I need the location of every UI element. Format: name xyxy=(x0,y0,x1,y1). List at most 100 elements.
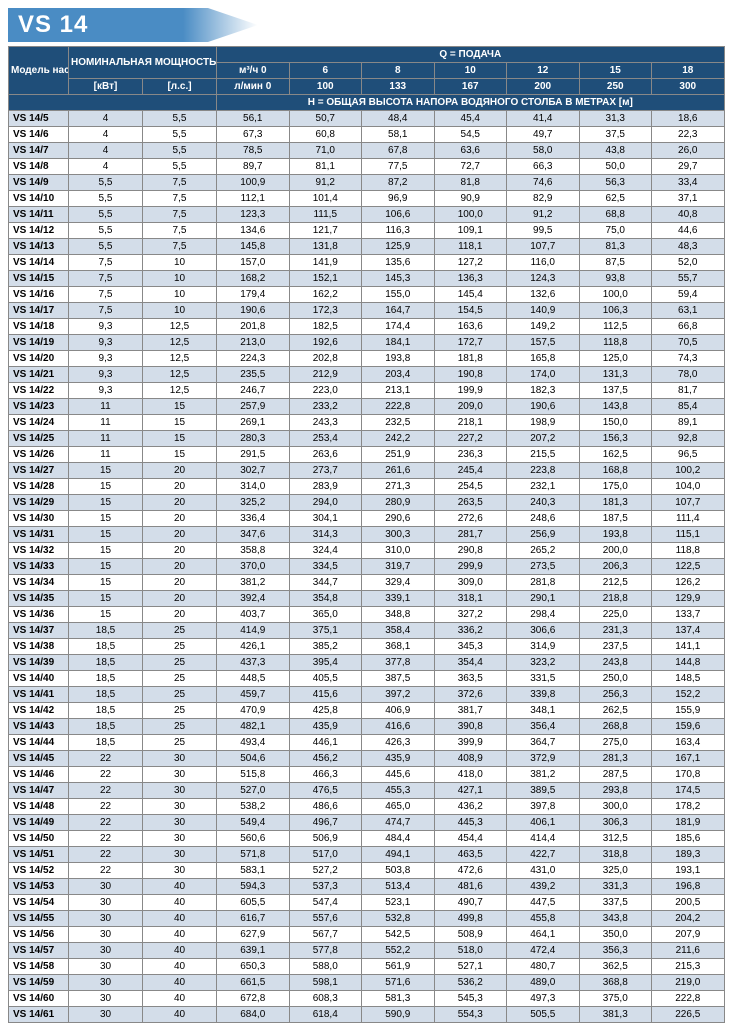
cell-value: 294,0 xyxy=(289,495,362,511)
cell-hp: 25 xyxy=(143,639,217,655)
cell-value: 561,9 xyxy=(362,959,435,975)
cell-kw: 18,5 xyxy=(69,623,143,639)
cell-value: 242,2 xyxy=(362,431,435,447)
cell-hp: 12,5 xyxy=(143,335,217,351)
cell-kw: 15 xyxy=(69,543,143,559)
hdr-flow-m3h: 18 xyxy=(652,63,725,79)
cell-model: VS 14/19 xyxy=(9,335,69,351)
cell-value: 583,1 xyxy=(217,863,290,879)
cell-value: 155,9 xyxy=(652,703,725,719)
cell-value: 49,7 xyxy=(507,127,580,143)
cell-model: VS 14/10 xyxy=(9,191,69,207)
cell-value: 135,6 xyxy=(362,255,435,271)
cell-value: 314,0 xyxy=(217,479,290,495)
cell-hp: 25 xyxy=(143,655,217,671)
table-row: VS 14/512230571,8517,0494,1463,5422,7318… xyxy=(9,847,725,863)
cell-value: 198,9 xyxy=(507,415,580,431)
cell-value: 532,8 xyxy=(362,911,435,927)
table-row: VS 14/545,556,150,748,445,441,431,318,6 xyxy=(9,111,725,127)
cell-hp: 40 xyxy=(143,895,217,911)
cell-value: 175,0 xyxy=(579,479,652,495)
hdr-hp: [л.с.] xyxy=(143,79,217,95)
cell-value: 96,9 xyxy=(362,191,435,207)
table-row: VS 14/177,510190,6172,3164,7154,5140,910… xyxy=(9,303,725,319)
cell-value: 293,8 xyxy=(579,783,652,799)
cell-value: 299,9 xyxy=(434,559,507,575)
table-row: VS 14/482230538,2486,6465,0436,2397,8300… xyxy=(9,799,725,815)
cell-value: 63,1 xyxy=(652,303,725,319)
cell-model: VS 14/28 xyxy=(9,479,69,495)
cell-value: 318,1 xyxy=(434,591,507,607)
cell-hp: 7,5 xyxy=(143,239,217,255)
cell-value: 162,2 xyxy=(289,287,362,303)
cell-value: 545,3 xyxy=(434,991,507,1007)
cell-value: 43,8 xyxy=(579,143,652,159)
cell-value: 187,5 xyxy=(579,511,652,527)
cell-kw: 30 xyxy=(69,911,143,927)
cell-value: 107,7 xyxy=(507,239,580,255)
table-row: VS 14/157,510168,2152,1145,3136,3124,393… xyxy=(9,271,725,287)
cell-value: 162,5 xyxy=(579,447,652,463)
cell-value: 66,8 xyxy=(652,319,725,335)
cell-model: VS 14/44 xyxy=(9,735,69,751)
cell-value: 104,0 xyxy=(652,479,725,495)
cell-hp: 30 xyxy=(143,751,217,767)
cell-hp: 40 xyxy=(143,911,217,927)
cell-value: 365,0 xyxy=(289,607,362,623)
cell-model: VS 14/43 xyxy=(9,719,69,735)
cell-value: 331,5 xyxy=(507,671,580,687)
cell-value: 435,9 xyxy=(289,719,362,735)
cell-value: 489,0 xyxy=(507,975,580,991)
cell-value: 91,2 xyxy=(507,207,580,223)
cell-kw: 5,5 xyxy=(69,239,143,255)
hdr-flow-m3h: 12 xyxy=(507,63,580,79)
cell-value: 455,8 xyxy=(507,911,580,927)
cell-value: 227,2 xyxy=(434,431,507,447)
cell-value: 203,4 xyxy=(362,367,435,383)
cell-value: 71,0 xyxy=(289,143,362,159)
table-row: VS 14/199,312,5213,0192,6184,1172,7157,5… xyxy=(9,335,725,351)
hdr-flow-lmin: 200 xyxy=(507,79,580,95)
cell-value: 290,6 xyxy=(362,511,435,527)
cell-value: 250,0 xyxy=(579,671,652,687)
cell-value: 45,4 xyxy=(434,111,507,127)
cell-model: VS 14/59 xyxy=(9,975,69,991)
cell-value: 164,7 xyxy=(362,303,435,319)
cell-value: 422,7 xyxy=(507,847,580,863)
cell-value: 459,7 xyxy=(217,687,290,703)
cell-value: 536,2 xyxy=(434,975,507,991)
cell-value: 287,5 xyxy=(579,767,652,783)
cell-value: 72,7 xyxy=(434,159,507,175)
cell-hp: 25 xyxy=(143,703,217,719)
cell-value: 661,5 xyxy=(217,975,290,991)
cell-model: VS 14/16 xyxy=(9,287,69,303)
cell-value: 240,3 xyxy=(507,495,580,511)
cell-value: 377,8 xyxy=(362,655,435,671)
cell-kw: 4 xyxy=(69,143,143,159)
cell-value: 470,9 xyxy=(217,703,290,719)
table-row: VS 14/331520370,0334,5319,7299,9273,5206… xyxy=(9,559,725,575)
cell-value: 143,8 xyxy=(579,399,652,415)
cell-value: 484,4 xyxy=(362,831,435,847)
cell-value: 571,8 xyxy=(217,847,290,863)
cell-value: 261,6 xyxy=(362,463,435,479)
cell-hp: 30 xyxy=(143,863,217,879)
cell-value: 581,3 xyxy=(362,991,435,1007)
cell-value: 481,6 xyxy=(434,879,507,895)
cell-kw: 11 xyxy=(69,399,143,415)
table-row: VS 14/125,57,5134,6121,7116,3109,199,575… xyxy=(9,223,725,239)
cell-value: 427,1 xyxy=(434,783,507,799)
cell-value: 100,9 xyxy=(217,175,290,191)
cell-kw: 22 xyxy=(69,863,143,879)
cell-model: VS 14/39 xyxy=(9,655,69,671)
cell-model: VS 14/41 xyxy=(9,687,69,703)
table-row: VS 14/603040672,8608,3581,3545,3497,3375… xyxy=(9,991,725,1007)
cell-value: 262,5 xyxy=(579,703,652,719)
cell-value: 312,5 xyxy=(579,831,652,847)
cell-value: 29,7 xyxy=(652,159,725,175)
cell-value: 55,7 xyxy=(652,271,725,287)
cell-hp: 12,5 xyxy=(143,383,217,399)
cell-value: 224,3 xyxy=(217,351,290,367)
cell-model: VS 14/37 xyxy=(9,623,69,639)
cell-kw: 22 xyxy=(69,847,143,863)
